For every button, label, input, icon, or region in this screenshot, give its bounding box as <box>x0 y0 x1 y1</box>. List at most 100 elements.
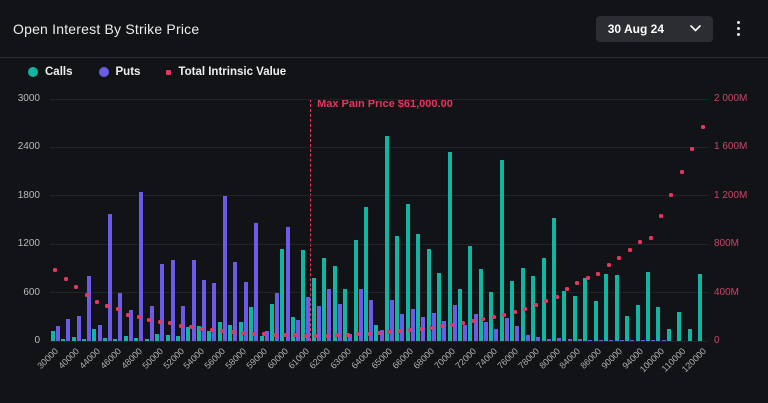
put-bar[interactable] <box>76 316 81 341</box>
intrinsic-value-dot[interactable] <box>596 272 601 277</box>
put-bar[interactable] <box>442 320 447 341</box>
call-bar[interactable] <box>457 289 462 341</box>
put-bar[interactable] <box>212 283 217 341</box>
put-bar[interactable] <box>431 313 436 341</box>
call-bar[interactable] <box>499 160 504 341</box>
call-bar[interactable] <box>81 338 86 341</box>
call-bar[interactable] <box>113 338 118 341</box>
intrinsic-value-dot[interactable] <box>481 317 486 322</box>
intrinsic-value-dot[interactable] <box>168 321 173 326</box>
call-bar[interactable] <box>50 331 55 341</box>
intrinsic-value-dot[interactable] <box>408 328 413 333</box>
intrinsic-value-dot[interactable] <box>638 239 643 244</box>
intrinsic-value-dot[interactable] <box>303 333 308 338</box>
put-bar[interactable] <box>87 276 92 341</box>
kebab-menu-icon[interactable] <box>733 17 744 40</box>
intrinsic-value-dot[interactable] <box>189 325 193 330</box>
put-bar[interactable] <box>504 318 509 341</box>
call-bar[interactable] <box>583 277 588 341</box>
put-bar[interactable] <box>557 337 562 341</box>
call-bar[interactable] <box>395 236 400 341</box>
call-bar[interactable] <box>666 328 671 341</box>
legend-item-calls[interactable]: Calls <box>28 66 73 78</box>
call-bar[interactable] <box>290 316 295 341</box>
date-dropdown[interactable]: 30 Aug 24 <box>595 15 713 42</box>
call-bar[interactable] <box>363 207 368 341</box>
call-bar[interactable] <box>374 324 379 341</box>
call-bar[interactable] <box>175 336 180 341</box>
intrinsic-value-dot[interactable] <box>63 277 68 282</box>
intrinsic-value-dot[interactable] <box>429 325 434 330</box>
call-bar[interactable] <box>593 301 598 341</box>
call-bar[interactable] <box>249 307 254 341</box>
intrinsic-value-dot[interactable] <box>450 322 455 327</box>
put-bar[interactable] <box>128 310 133 341</box>
call-bar[interactable] <box>645 271 650 341</box>
call-bar[interactable] <box>71 337 76 341</box>
call-bar[interactable] <box>207 331 212 341</box>
intrinsic-value-dot[interactable] <box>471 319 475 324</box>
put-bar[interactable] <box>243 281 248 341</box>
put-bar[interactable] <box>473 314 478 341</box>
put-bar[interactable] <box>202 279 207 341</box>
put-bar[interactable] <box>421 316 426 341</box>
put-bar[interactable] <box>494 328 499 341</box>
call-bar[interactable] <box>196 325 201 341</box>
call-bar[interactable] <box>269 303 274 341</box>
intrinsic-value-dot[interactable] <box>397 329 402 334</box>
call-bar[interactable] <box>520 268 525 341</box>
intrinsic-value-dot[interactable] <box>617 256 622 261</box>
put-bar[interactable] <box>191 260 196 341</box>
intrinsic-value-dot[interactable] <box>262 332 267 337</box>
intrinsic-value-dot[interactable] <box>366 331 371 336</box>
put-bar[interactable] <box>264 330 269 341</box>
put-bar[interactable] <box>275 293 280 341</box>
intrinsic-value-dot[interactable] <box>293 333 298 338</box>
put-bar[interactable] <box>160 264 165 341</box>
call-bar[interactable] <box>656 307 661 341</box>
call-bar[interactable] <box>687 328 692 341</box>
intrinsic-value-dot[interactable] <box>502 312 507 317</box>
call-bar[interactable] <box>228 324 233 341</box>
intrinsic-value-dot[interactable] <box>84 293 89 298</box>
intrinsic-value-dot[interactable] <box>669 192 674 197</box>
intrinsic-value-dot[interactable] <box>439 324 444 329</box>
put-bar[interactable] <box>400 313 405 341</box>
call-bar[interactable] <box>635 305 640 341</box>
call-bar[interactable] <box>531 276 536 341</box>
call-bar[interactable] <box>562 291 567 341</box>
put-bar[interactable] <box>327 288 332 341</box>
put-bar[interactable] <box>525 334 530 341</box>
intrinsic-value-dot[interactable] <box>554 294 559 299</box>
call-bar[interactable] <box>541 258 546 341</box>
intrinsic-value-dot[interactable] <box>460 320 465 325</box>
put-bar[interactable] <box>118 293 123 341</box>
call-bar[interactable] <box>343 288 348 341</box>
legend-item-intrinsic[interactable]: Total Intrinsic Value <box>166 66 286 78</box>
intrinsic-value-dot[interactable] <box>283 332 287 337</box>
put-bar[interactable] <box>222 195 227 341</box>
call-bar[interactable] <box>426 249 431 341</box>
put-bar[interactable] <box>588 339 593 341</box>
put-bar[interactable] <box>546 338 551 341</box>
put-bar[interactable] <box>452 304 457 341</box>
intrinsic-value-dot[interactable] <box>251 331 256 336</box>
call-bar[interactable] <box>468 246 473 341</box>
call-bar[interactable] <box>186 327 191 341</box>
put-bar[interactable] <box>369 299 374 341</box>
intrinsic-value-dot[interactable] <box>345 332 350 337</box>
intrinsic-value-dot[interactable] <box>335 333 340 338</box>
put-bar[interactable] <box>484 321 489 341</box>
call-bar[interactable] <box>332 265 337 341</box>
intrinsic-value-dot[interactable] <box>241 330 246 335</box>
intrinsic-value-dot[interactable] <box>95 300 99 305</box>
put-bar[interactable] <box>567 339 572 341</box>
intrinsic-value-dot[interactable] <box>377 331 381 336</box>
intrinsic-value-dot[interactable] <box>575 280 580 285</box>
call-bar[interactable] <box>144 338 149 341</box>
intrinsic-value-dot[interactable] <box>126 313 131 317</box>
put-bar[interactable] <box>630 340 635 341</box>
put-bar[interactable] <box>358 289 363 341</box>
intrinsic-value-dot[interactable] <box>659 214 663 219</box>
call-bar[interactable] <box>604 273 609 341</box>
